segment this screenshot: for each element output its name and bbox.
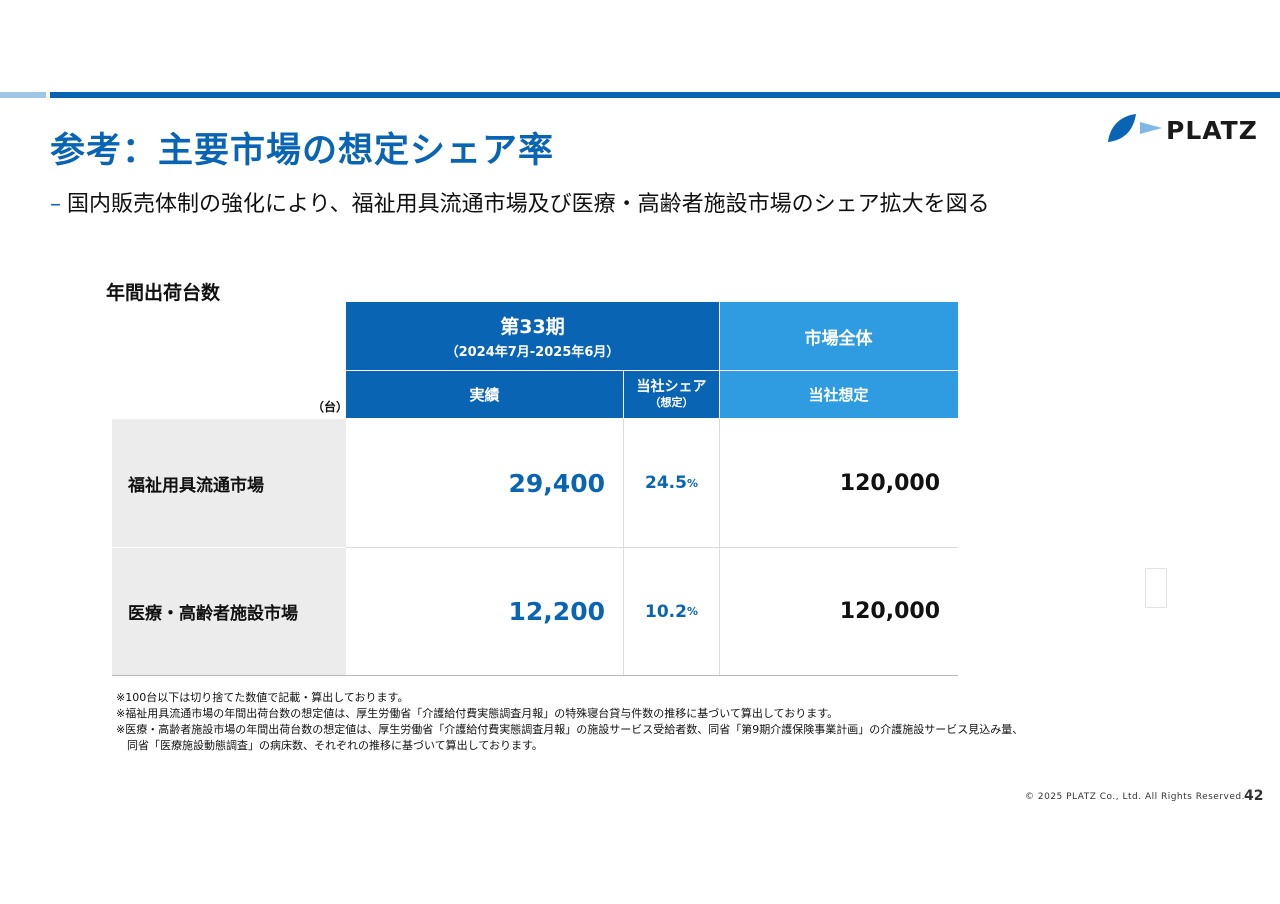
subtitle: – 国内販売体制の強化により、福祉用具流通市場及び医療・高齢者施設市場のシェア拡大… <box>50 186 990 218</box>
row-head: 福祉用具流通市場 <box>112 419 346 547</box>
table-cell-estimate: 120,000 <box>839 470 940 496</box>
footnotes: ※100台以下は切り捨てた数値で記載・算出しております。 ※福祉用具流通市場の年… <box>116 690 1023 754</box>
table-cell-estimate: 120,000 <box>839 599 940 624</box>
header-divider <box>346 370 958 371</box>
estimate-header: 当社想定 <box>719 371 958 418</box>
market-total-header: 市場全体 <box>719 302 958 370</box>
share-unit: % <box>686 476 698 490</box>
logo-text: PLATZ <box>1166 116 1258 145</box>
table-cell-actual: 12,200 <box>508 597 605 626</box>
share-value: 24.5 <box>645 473 687 493</box>
copyright: © 2025 PLATZ Co., Ltd. All Rights Reserv… <box>1025 792 1245 802</box>
top-accent-bar-dark <box>50 92 1280 98</box>
table-cell-share: 10.2% <box>624 548 719 675</box>
period-header: 第33期 （2024年7月-2025年6月） <box>346 302 719 370</box>
header-divider <box>623 371 624 418</box>
faint-box <box>1145 568 1167 608</box>
footnote: ※100台以下は切り捨てた数値で記載・算出しております。 <box>116 691 409 704</box>
page-number: 42 <box>1244 788 1264 804</box>
table-label: 年間出荷台数 <box>106 282 221 304</box>
subtitle-dash: – <box>50 192 61 217</box>
share-value: 10.2 <box>645 601 687 622</box>
share-unit: % <box>686 605 698 618</box>
platz-logo-icon <box>1108 114 1162 142</box>
period-range: （2024年7月-2025年6月） <box>445 345 620 360</box>
period-title: 第33期 <box>500 316 565 338</box>
footnote: ※医療・高齢者施設市場の年間出荷台数の想定値は、厚生労働省「介護給付費実態調査月… <box>116 723 1024 736</box>
top-accent-bar <box>0 92 1280 98</box>
footnote: ※福祉用具流通市場の年間出荷台数の想定値は、厚生労働省「介護給付費実態調査月報」… <box>116 707 839 720</box>
table-cell-actual: 29,400 <box>508 468 605 498</box>
grid-line <box>112 675 958 676</box>
table-cell-share: 24.5% <box>624 419 719 547</box>
subtitle-text: 国内販売体制の強化により、福祉用具流通市場及び医療・高齢者施設市場のシェア拡大を… <box>67 192 990 217</box>
share-header: 当社シェア （想定） <box>624 371 719 418</box>
share-header-sub: （想定） <box>649 395 694 409</box>
header-divider <box>719 302 720 418</box>
grid-line <box>346 547 958 548</box>
unit-label: （台） <box>312 400 349 414</box>
share-header-label: 当社シェア <box>636 378 707 395</box>
page-title: 参考：主要市場の想定シェア率 <box>50 131 555 171</box>
footnote: 同省「医療施設動態調査」の病床数、それぞれの推移に基づいて算出しております。 <box>116 739 543 752</box>
row-head: 医療・高齢者施設市場 <box>112 548 346 675</box>
top-accent-bar-light <box>0 92 46 98</box>
actual-header: 実績 <box>346 371 623 418</box>
